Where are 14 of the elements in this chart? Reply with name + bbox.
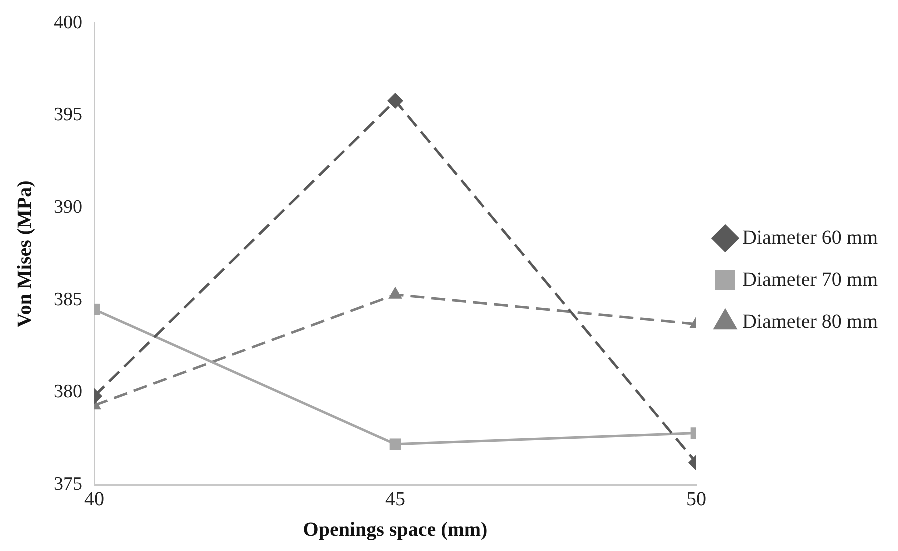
x-axis-title: Openings space (mm) [303,519,488,542]
x-tick-label: 50 [686,488,706,510]
y-tick-label: 390 [54,197,82,218]
legend-label: Diameter 70 mm [742,268,878,291]
legend-label: Diameter 80 mm [742,310,878,333]
legend-label: Diameter 60 mm [742,226,878,249]
y-tick-label: 395 [54,104,82,126]
y-tick-label: 375 [54,474,82,495]
y-tick-label: 380 [54,382,82,403]
y-axis-title: Von Mises (MPa) [14,180,36,328]
y-tick-label: 385 [54,289,82,310]
x-tick-label: 45 [385,488,406,510]
x-tick-label: 40 [84,488,104,510]
y-tick-label: 400 [54,12,82,34]
